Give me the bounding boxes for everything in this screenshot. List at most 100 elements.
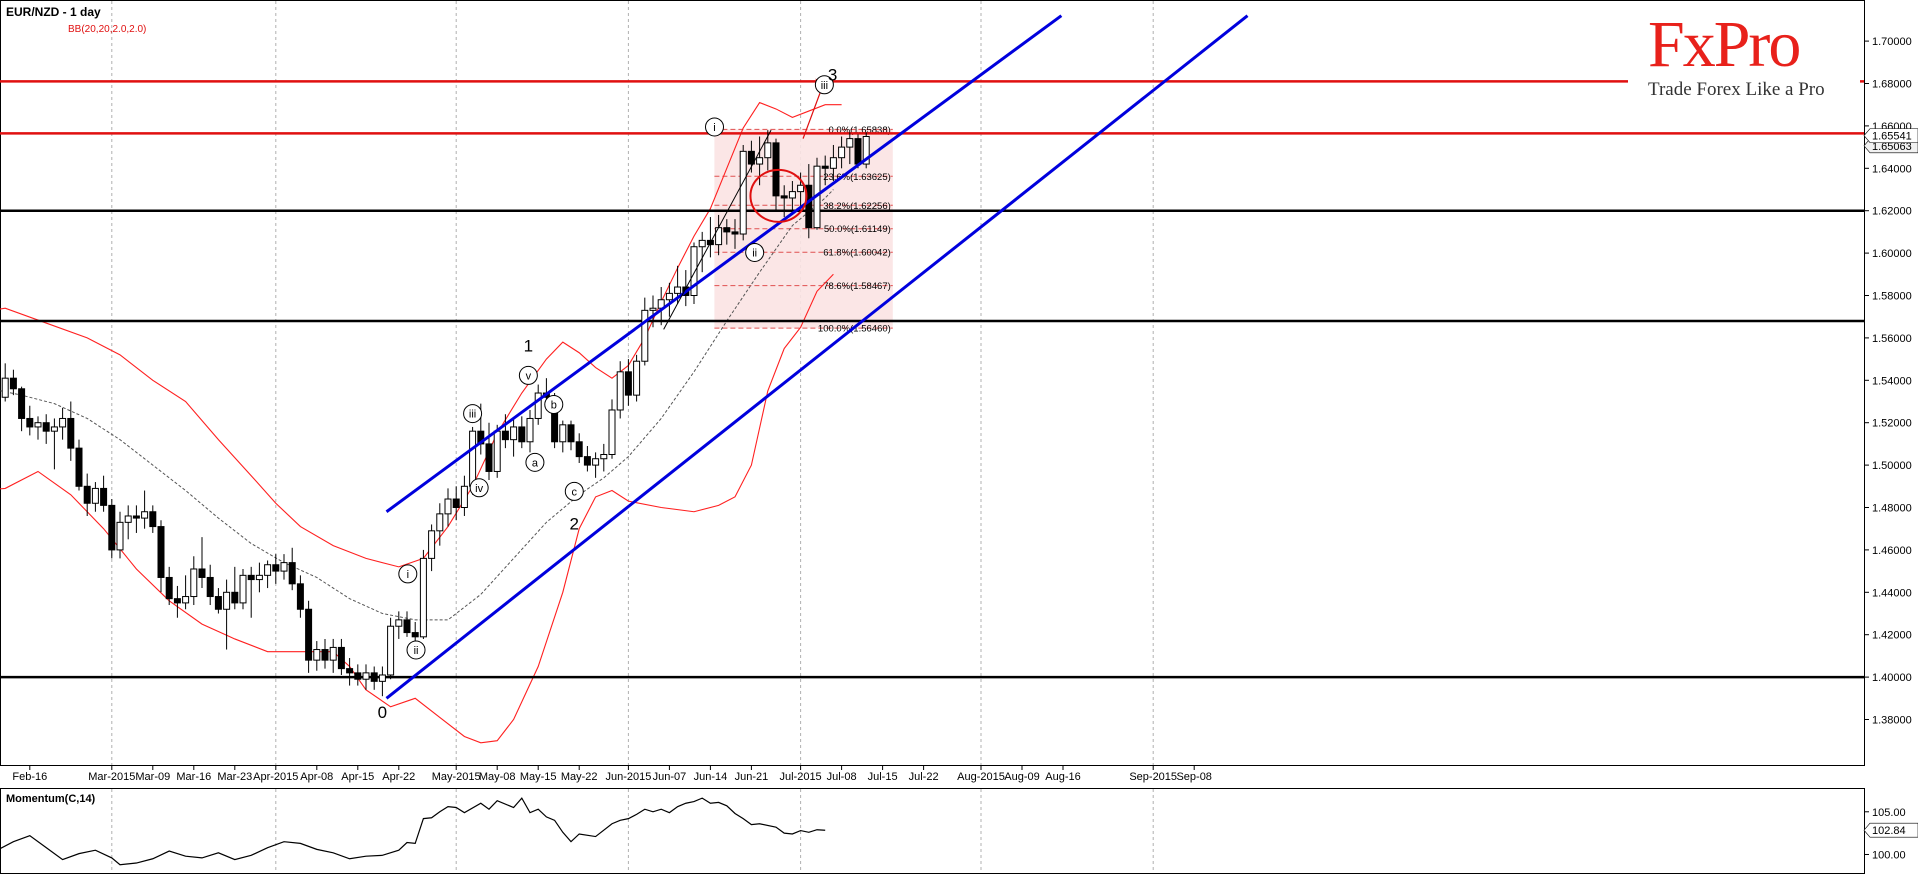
date-axis-label: Jun-21 xyxy=(735,771,769,783)
wave-label: iii xyxy=(821,80,828,92)
date-axis-label: Apr-15 xyxy=(341,771,374,783)
wave-label: ii xyxy=(752,247,757,259)
bullish-candle xyxy=(59,417,67,428)
bullish-candle xyxy=(838,146,846,159)
date-axis-label: Aug-16 xyxy=(1045,771,1080,783)
wave-label: 0 xyxy=(378,703,387,722)
bullish-candle xyxy=(862,136,870,165)
bearish-candle xyxy=(501,430,509,441)
bullish-candle xyxy=(616,371,624,411)
channel-upper-line xyxy=(385,14,1063,513)
wave-label: 1 xyxy=(524,336,533,355)
wave-label-circle xyxy=(544,394,564,414)
bullish-candle xyxy=(633,360,641,396)
bullish-candle xyxy=(116,521,124,551)
bullish-candle xyxy=(698,239,706,248)
momentum-line xyxy=(0,797,826,866)
bullish-candle xyxy=(739,150,747,235)
bullish-candle xyxy=(641,309,649,362)
price-axis-label: 1.50000 xyxy=(1872,460,1912,472)
wave-label: iv xyxy=(475,483,483,495)
momentum-axis-label: 100.00 xyxy=(1872,849,1906,861)
bullish-candle xyxy=(362,672,370,680)
bullish-candle xyxy=(510,426,518,441)
bullish-candle xyxy=(387,625,395,676)
bullish-candle xyxy=(788,191,796,199)
bullish-candle xyxy=(559,424,567,443)
bullish-candle xyxy=(534,392,542,419)
date-axis-label: Jul-15 xyxy=(868,771,898,783)
channel-lower-line xyxy=(385,14,1249,700)
wave-label-circle xyxy=(564,481,584,501)
fibonacci-level-label: 78.6%(1.58467) xyxy=(823,281,891,292)
bearish-candle xyxy=(67,417,75,449)
price-axis-label: 1.64000 xyxy=(1872,163,1912,175)
price-axis-label: 1.68000 xyxy=(1872,79,1912,91)
date-axis-label: Aug-2015 xyxy=(957,771,1005,783)
momentum-layer: 105.00 100.00 102.84 xyxy=(0,797,1918,866)
date-axis-label: Mar-16 xyxy=(176,771,211,783)
bearish-candle xyxy=(149,511,157,528)
price-axis-label: 1.52000 xyxy=(1872,418,1912,430)
bullish-candle xyxy=(378,674,386,682)
bearish-candle xyxy=(780,195,788,199)
bearish-candle xyxy=(42,422,50,432)
bearish-candle xyxy=(567,424,575,443)
bullish-candle xyxy=(182,596,190,604)
wave-label-circle xyxy=(518,365,538,385)
bearish-candle xyxy=(296,583,304,610)
bearish-candle xyxy=(305,608,313,661)
fibonacci-level-label: 50.0%(1.61149) xyxy=(824,224,891,235)
date-axis-label: Jul-08 xyxy=(827,771,857,783)
wave-label-circle xyxy=(463,404,483,424)
date-axis-label: May-08 xyxy=(479,771,516,783)
bullish-candle xyxy=(34,422,42,428)
bollinger-legend: BB(20,20,2.0,2.0) xyxy=(68,24,146,35)
bearish-candle xyxy=(731,231,739,235)
date-axis-label: May-22 xyxy=(561,771,598,783)
bearish-candle xyxy=(747,150,755,165)
logo-backdrop xyxy=(1628,8,1860,104)
date-axis-label: Mar-2015 xyxy=(88,771,135,783)
bearish-candle xyxy=(108,504,116,551)
bearish-candle xyxy=(518,426,526,443)
date-axis-label: May-15 xyxy=(520,771,557,783)
bearish-candle xyxy=(231,591,239,604)
grid-layer xyxy=(111,1,1154,873)
fibonacci-level-label: 61.8%(1.60042) xyxy=(823,248,891,259)
bearish-candle xyxy=(157,526,165,578)
bearish-candle xyxy=(354,672,362,680)
bullish-candle xyxy=(469,430,477,487)
price-axis-label: 1.70000 xyxy=(1872,36,1912,48)
bullish-candle xyxy=(239,574,247,604)
wave-label: a xyxy=(532,457,539,469)
wave-label: ii xyxy=(414,645,419,657)
date-axis-label: Apr-08 xyxy=(300,771,333,783)
wave-line xyxy=(663,129,772,330)
date-axis-label: May-2015 xyxy=(432,771,481,783)
bullish-candle xyxy=(1,377,9,398)
date-axis-label: Jul-2015 xyxy=(779,771,821,783)
fibonacci-level-label: 0.0%(1.65838) xyxy=(828,125,890,136)
bearish-candle xyxy=(485,443,493,472)
wave-label: c xyxy=(572,486,578,498)
bullish-candle xyxy=(846,138,854,148)
current-price-label-tag xyxy=(1863,128,1918,143)
current-price-label: 1.65541 xyxy=(1872,131,1912,143)
price-axis-label: 1.62000 xyxy=(1872,206,1912,218)
candles-layer xyxy=(0,130,870,697)
date-axis-label: Mar-23 xyxy=(217,771,252,783)
bullish-candle xyxy=(797,184,805,193)
bearish-candle xyxy=(723,227,731,233)
bearish-candle xyxy=(288,562,296,585)
bearish-candle xyxy=(100,487,108,506)
momentum-current-label: 102.84 xyxy=(1872,825,1906,837)
bearish-candle xyxy=(854,138,862,165)
date-axis-label: Jun-07 xyxy=(653,771,687,783)
fibonacci-level-label: 23.6%(1.63625) xyxy=(823,172,891,183)
bullish-candle xyxy=(690,246,698,297)
chart-title: EUR/NZD - 1 day xyxy=(6,5,101,19)
date-axis-label: Sep-2015 xyxy=(1129,771,1177,783)
wave-label: i xyxy=(407,569,409,581)
bollinger-middle-band xyxy=(0,189,834,621)
